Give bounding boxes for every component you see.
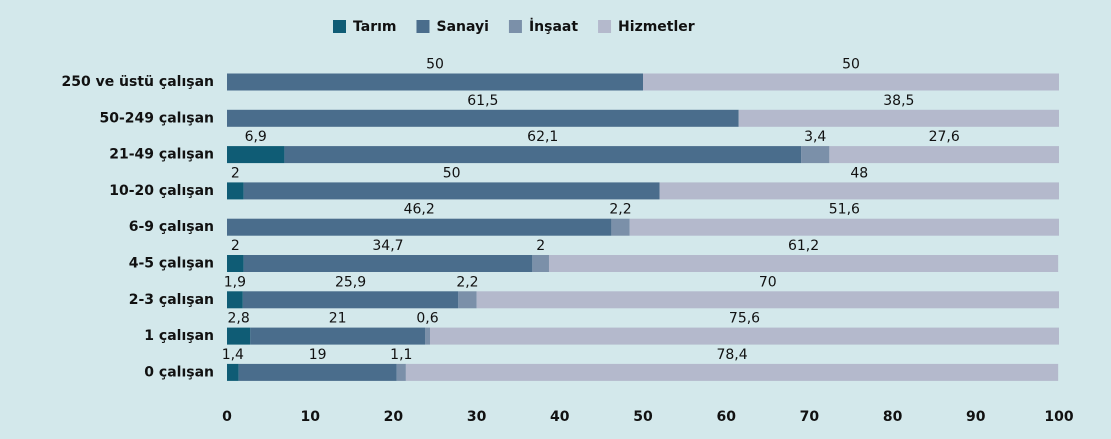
legend-swatch (598, 20, 612, 33)
bar-segment (629, 218, 1059, 236)
data-label: 34,7 (372, 238, 403, 254)
data-label: 61,2 (788, 238, 819, 254)
data-label: 50 (842, 57, 860, 73)
data-label: 50 (443, 165, 461, 181)
data-label: 2,8 (228, 311, 250, 327)
x-tick-label: 60 (716, 409, 736, 425)
data-label: 2 (231, 165, 240, 181)
x-tick-label: 0 (222, 409, 232, 425)
bar-segment (227, 327, 251, 345)
bar-segment (243, 255, 533, 272)
data-label: 21 (329, 311, 347, 327)
category-label: 4-5 çalışan (129, 256, 214, 272)
category-label: 21-49 çalışan (109, 147, 214, 163)
data-label: 78,4 (716, 347, 747, 363)
x-tick-label: 40 (550, 409, 570, 425)
data-label: 1,4 (222, 347, 244, 363)
data-label: 0,6 (416, 311, 438, 327)
data-label: 48 (850, 165, 868, 181)
x-tick-label: 70 (800, 409, 820, 425)
legend-swatch (416, 20, 430, 33)
bar-segment (396, 363, 406, 381)
bar-segment (405, 363, 1059, 381)
data-label: 62,1 (527, 129, 558, 145)
bar-segment (227, 255, 244, 272)
data-label: 46,2 (404, 202, 435, 218)
data-label: 70 (759, 274, 777, 290)
bar-segment (250, 327, 426, 345)
data-label: 1,1 (390, 347, 412, 363)
bar-segment (284, 146, 802, 164)
bar-segment (430, 327, 1059, 345)
data-label: 38,5 (883, 93, 914, 109)
legend-label: Tarım (353, 19, 396, 35)
bar-segment (243, 182, 660, 200)
bar-segment (738, 109, 1059, 127)
bar-segment (242, 291, 459, 309)
bar-segment (458, 291, 477, 309)
data-label: 61,5 (467, 93, 498, 109)
x-tick-label: 50 (633, 409, 653, 425)
data-label: 2,2 (609, 202, 631, 218)
bar-segment (532, 255, 549, 272)
bar-segment (227, 291, 243, 309)
legend-label: İnşaat (529, 18, 578, 35)
bar-segment (238, 363, 397, 381)
bar-segment (227, 146, 285, 164)
data-label: 25,9 (335, 274, 366, 290)
data-label: 1,9 (224, 274, 246, 290)
data-label: 2,2 (456, 274, 478, 290)
bar-segment (425, 327, 431, 345)
category-label: 0 çalışan (144, 364, 214, 380)
bar-segment (611, 218, 630, 236)
bar-segment (227, 218, 612, 236)
category-label: 10-20 çalışan (109, 183, 214, 199)
bar-segment (227, 73, 643, 91)
data-label: 3,4 (804, 129, 826, 145)
data-label: 51,6 (829, 202, 860, 218)
bar-segment (643, 73, 1059, 91)
bar-segment (227, 182, 244, 200)
legend-label: Sanayi (436, 19, 488, 35)
legend-swatch (333, 20, 346, 33)
category-label: 6-9 çalışan (129, 219, 214, 235)
bar-segment (227, 363, 239, 381)
data-label: 50 (426, 57, 444, 73)
category-label: 2-3 çalışan (129, 292, 214, 308)
bar-segment (659, 182, 1059, 200)
bar-segment (548, 255, 1059, 272)
data-label: 2 (231, 238, 240, 254)
category-label: 250 ve üstü çalışan (61, 74, 214, 90)
legend-swatch (508, 20, 522, 33)
data-label: 75,6 (729, 311, 760, 327)
category-label: 50-249 çalışan (100, 110, 214, 126)
x-tick-label: 20 (384, 409, 404, 425)
bar-segment (476, 291, 1060, 309)
x-tick-label: 100 (1044, 409, 1073, 425)
data-label: 6,9 (245, 129, 267, 145)
x-tick-label: 30 (467, 409, 487, 425)
bar-segment (227, 109, 739, 127)
x-tick-label: 80 (883, 409, 903, 425)
data-label: 27,6 (929, 129, 960, 145)
legend-label: Hizmetler (618, 19, 695, 35)
category-label: 1 çalışan (144, 328, 214, 344)
x-tick-label: 10 (300, 409, 320, 425)
bar-segment (829, 146, 1059, 164)
bar-segment (801, 146, 830, 164)
x-tick-label: 90 (966, 409, 986, 425)
data-label: 2 (536, 238, 545, 254)
data-label: 19 (309, 347, 327, 363)
